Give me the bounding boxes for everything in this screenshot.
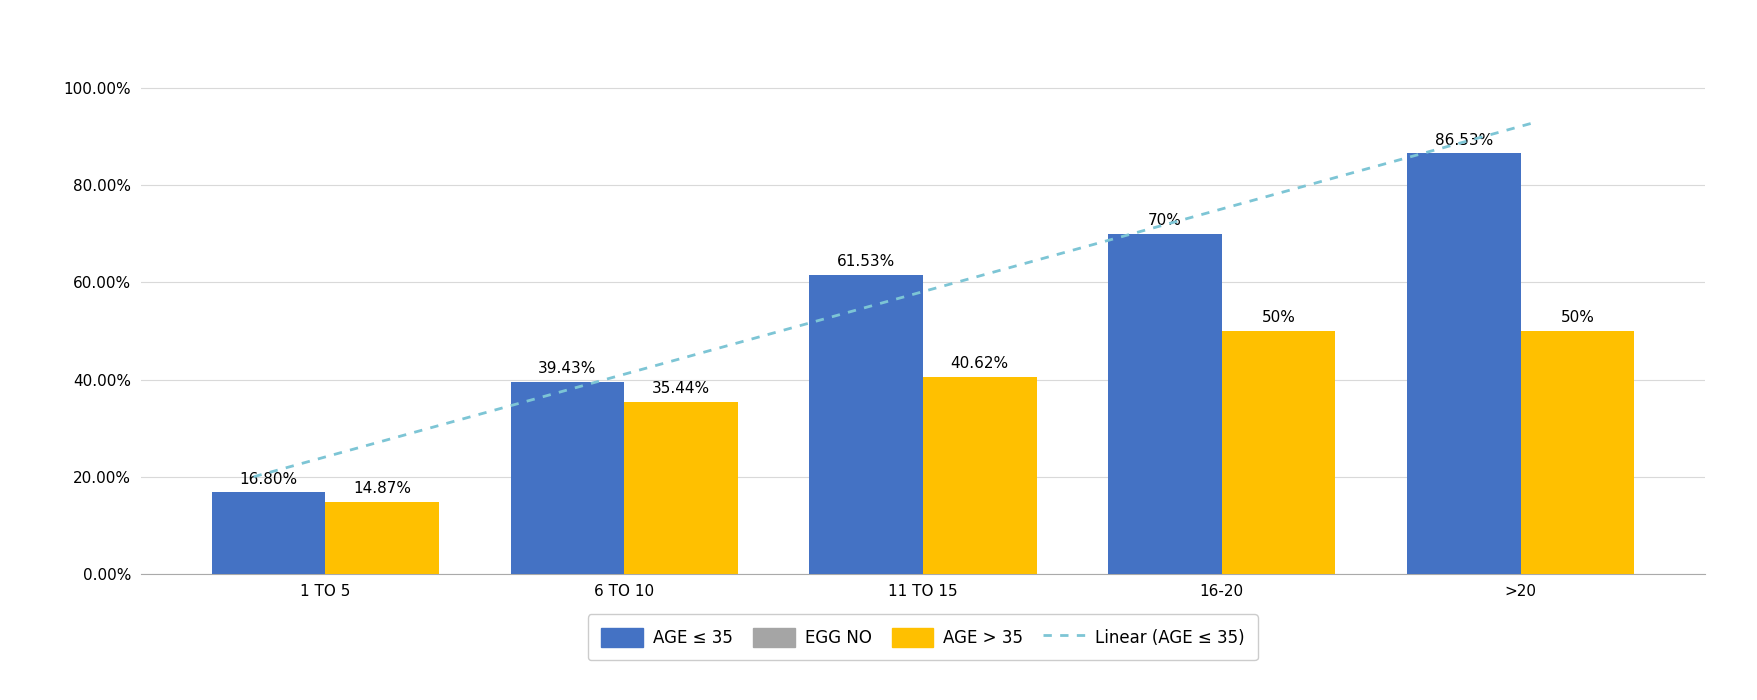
Text: 50%: 50%: [1560, 310, 1594, 325]
Text: 61.53%: 61.53%: [836, 254, 894, 269]
Text: 86.53%: 86.53%: [1434, 132, 1492, 148]
Bar: [624, 402, 738, 574]
Bar: [1406, 153, 1520, 574]
Text: 50%: 50%: [1262, 310, 1295, 325]
Text: 16.80%: 16.80%: [239, 472, 297, 486]
Bar: [211, 492, 325, 574]
Text: 39.43%: 39.43%: [538, 361, 596, 377]
Bar: [1520, 331, 1634, 574]
Legend: AGE ≤ 35, EGG NO, AGE > 35, Linear (AGE ≤ 35): AGE ≤ 35, EGG NO, AGE > 35, Linear (AGE …: [589, 615, 1256, 660]
Text: 40.62%: 40.62%: [951, 356, 1009, 371]
Bar: [922, 377, 1037, 574]
Bar: [1221, 331, 1335, 574]
Text: 35.44%: 35.44%: [652, 381, 710, 396]
Bar: [808, 275, 922, 574]
Bar: [1107, 234, 1221, 574]
Text: 14.87%: 14.87%: [353, 481, 411, 496]
Bar: [325, 502, 439, 574]
Text: 70%: 70%: [1147, 213, 1181, 228]
Bar: [510, 382, 624, 574]
